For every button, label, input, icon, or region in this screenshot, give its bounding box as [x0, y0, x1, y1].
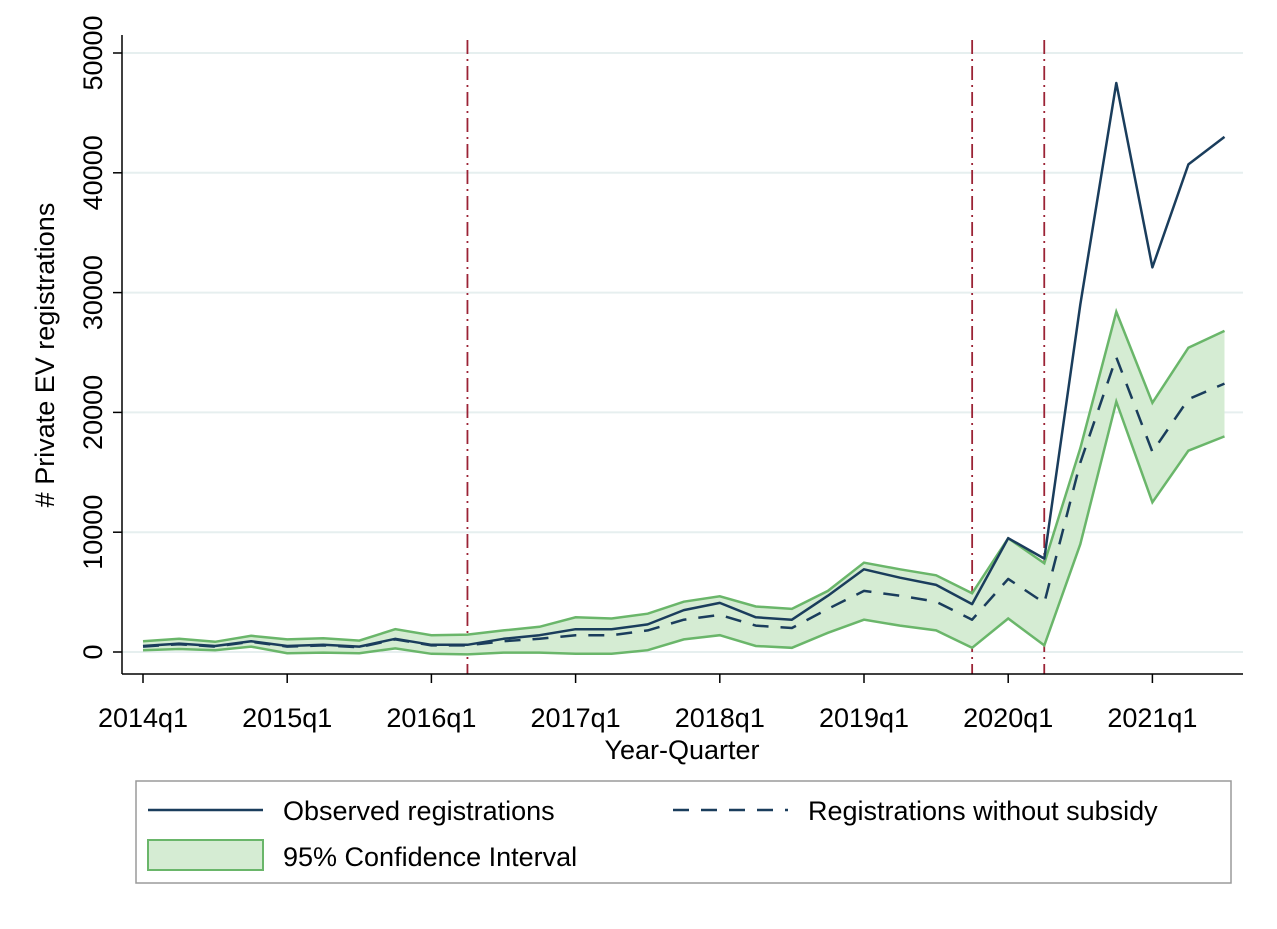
x-tick-label-2021q1: 2021q1: [1107, 703, 1197, 733]
legend-ci-swatch: [147, 839, 264, 871]
axes: [121, 35, 1243, 675]
y-ticks: 0 10000 20000 30000 40000 50000: [78, 15, 122, 660]
y-tick-label-50000: 50000: [78, 15, 108, 90]
reference-lines: [466, 40, 1046, 674]
legend-without-subsidy-label: Registrations without subsidy: [808, 796, 1158, 826]
ci-lower-line: [142, 397, 1225, 656]
x-tick-label-2020q1: 2020q1: [963, 703, 1053, 733]
y-axis-title: # Private EV registrations: [30, 203, 60, 508]
y-tick-label-40000: 40000: [78, 135, 108, 210]
x-tick-label-2019q1: 2019q1: [819, 703, 909, 733]
x-tick-label-2015q1: 2015q1: [242, 703, 332, 733]
x-ticks: 2014q1 2015q1 2016q1 2017q1 2018q1 2019q1 2020…: [98, 674, 1197, 733]
y-tick-label-30000: 30000: [78, 255, 108, 330]
series-line-without-subsidy: [142, 356, 1225, 649]
x-tick-label-2018q1: 2018q1: [675, 703, 765, 733]
y-tick-label-10000: 10000: [78, 495, 108, 570]
y-tick-label-0: 0: [78, 644, 108, 659]
ci-upper-line: [142, 307, 1226, 644]
legend-box: [135, 780, 1232, 884]
x-tick-label-2014q1: 2014q1: [98, 703, 188, 733]
ci-band: [143, 311, 1225, 655]
legend-observed-label: Observed registrations: [283, 796, 555, 826]
gridlines: [122, 52, 1243, 653]
x-axis-title: Year-Quarter: [604, 735, 759, 765]
legend-ci-label: 95% Confidence Interval: [283, 842, 577, 872]
y-tick-label-20000: 20000: [78, 375, 108, 450]
series-layer: [142, 81, 1226, 656]
legend: Observed registrations Registrations wit…: [135, 780, 1232, 884]
x-tick-label-2016q1: 2016q1: [386, 703, 476, 733]
x-tick-label-2017q1: 2017q1: [531, 703, 621, 733]
